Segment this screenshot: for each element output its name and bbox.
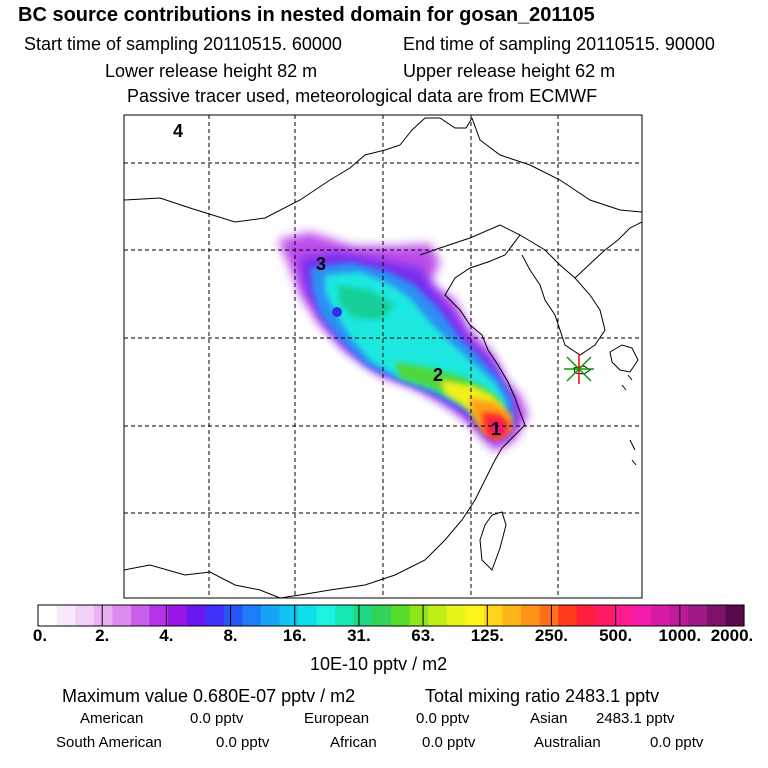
- korea-west: [519, 234, 606, 356]
- map-label-4: 4: [173, 121, 183, 141]
- american-label: American: [80, 710, 144, 727]
- korea-east: [574, 221, 642, 279]
- american-value: 0.0 pptv: [190, 710, 244, 727]
- total-mixing-ratio: Total mixing ratio 2483.1 pptv: [425, 686, 660, 706]
- map-label-2: 2: [433, 365, 443, 385]
- japan-kyushu: [609, 344, 639, 373]
- grid: [124, 115, 642, 598]
- colorbar-tick-label: 1000.: [658, 626, 702, 645]
- receptor-marker: [564, 354, 594, 384]
- coast-bohai: [419, 224, 521, 399]
- plume-layer-teal: [338, 285, 395, 320]
- border-north: [124, 117, 473, 223]
- map-label-3: 3: [316, 254, 326, 274]
- south-american-label: South American: [56, 734, 162, 751]
- european-label: European: [304, 710, 370, 727]
- colorbar-tick-label: 2000.: [710, 626, 754, 645]
- coast-east-china: [279, 397, 526, 598]
- lower-release-height: Lower release height 82 m: [105, 61, 318, 81]
- african-label: African: [330, 734, 377, 751]
- map-label-1: 1: [491, 419, 501, 439]
- border-ne: [471, 117, 642, 213]
- max-value: Maximum value 0.680E-07 pptv / m2: [62, 686, 356, 706]
- colorbar-tick-label: 16.: [282, 626, 307, 645]
- asian-label: Asian: [530, 710, 568, 727]
- australian-value: 0.0 pptv: [650, 734, 704, 751]
- colorbar-tick-label: 63.: [411, 626, 435, 645]
- upper-release-height: Upper release height 62 m: [403, 61, 616, 81]
- african-value: 0.0 pptv: [422, 734, 476, 751]
- colorbar-units: 10E-10 pptv / m2: [310, 654, 448, 674]
- colorbar-tick-label: 4.: [159, 626, 174, 645]
- inner-border-1: [124, 564, 281, 598]
- european-value: 0.0 pptv: [416, 710, 470, 727]
- sampling-start: Start time of sampling 20110515. 60000: [24, 34, 342, 54]
- colorbar-tick-label: 0.: [32, 626, 48, 645]
- colorbar-tick-label: 2.: [95, 626, 110, 645]
- colorbar-tick-label: 31.: [347, 626, 371, 645]
- tracer-note: Passive tracer used, meteorological data…: [127, 86, 598, 106]
- colorbar-tick-label: 125.: [470, 626, 504, 645]
- map-frame: [123, 114, 643, 599]
- sampling-end: End time of sampling 20110515. 90000: [403, 34, 715, 54]
- colorbar-tick-label: 250.: [534, 626, 568, 645]
- plume-blue-spot: [332, 307, 342, 317]
- colorbar-tick-label: 500.: [599, 626, 633, 645]
- coastlines: [124, 117, 642, 598]
- asian-value: 2483.1 pptv: [596, 710, 675, 727]
- taiwan: [479, 511, 507, 571]
- australian-label: Australian: [534, 734, 601, 751]
- south-american-value: 0.0 pptv: [216, 734, 270, 751]
- plume-layer-pink: [490, 420, 506, 436]
- japan-islands: [621, 374, 637, 466]
- plume: [278, 232, 528, 452]
- colorbar-tick-label: 8.: [223, 626, 238, 645]
- plot-title: BC source contributions in nested domain…: [18, 4, 595, 26]
